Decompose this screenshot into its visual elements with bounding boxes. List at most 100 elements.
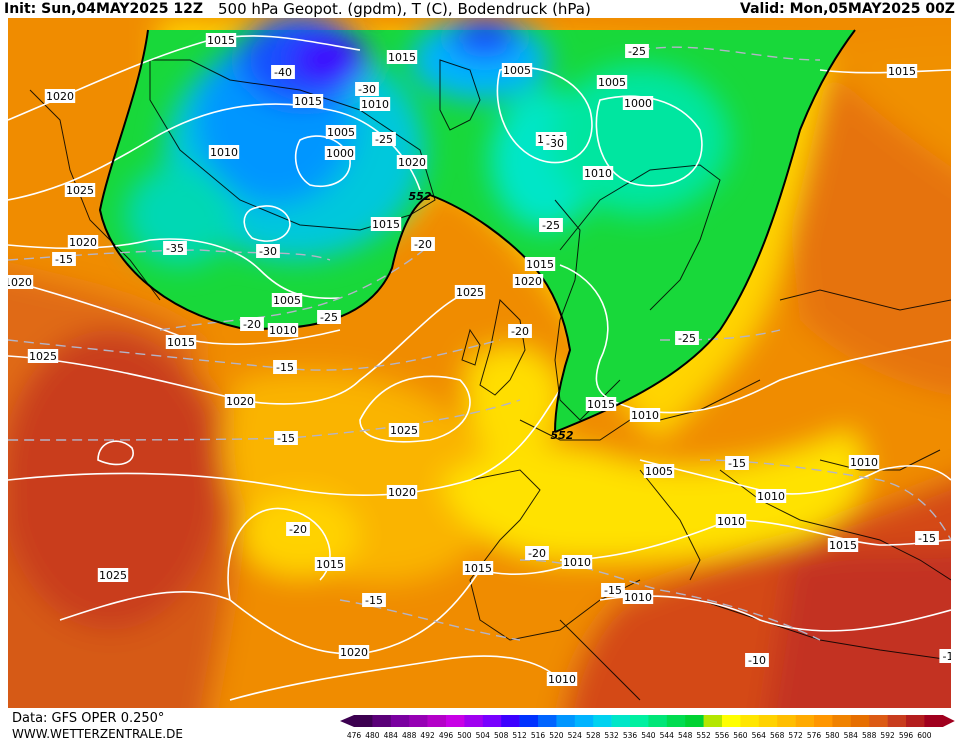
isobar-label-text: 1005 — [327, 126, 355, 139]
isobar-label-text: 1010 — [210, 146, 238, 159]
isotherm-label-text: -15 — [365, 594, 383, 607]
isobar-label-box — [462, 561, 494, 575]
isobar-label-box — [622, 590, 654, 604]
isobar-label-box — [325, 125, 357, 139]
scale-color-cell — [390, 715, 410, 727]
isotherm-label-box — [52, 252, 76, 266]
isobar-label-box — [271, 293, 303, 307]
scale-tick-label: 488 — [402, 731, 417, 739]
isotherm-label-text: -15 — [604, 584, 622, 597]
scale-color-cell — [924, 715, 944, 727]
isobar-label: 1015 — [165, 335, 197, 349]
isobar-label: 1025 — [27, 349, 59, 363]
scale-color-cell — [354, 715, 373, 727]
isotherm-label-text: -15 — [55, 253, 73, 266]
scale-color-cell — [906, 715, 925, 727]
isobar-label-box — [165, 335, 197, 349]
scale-right-arrow — [942, 715, 955, 727]
scale-tick-label: 484 — [384, 731, 399, 739]
isobar-label: 1015 — [386, 50, 418, 64]
isotherm-label-box — [274, 431, 298, 445]
isobar-label-box — [338, 645, 370, 659]
isotherm-label-text: -30 — [358, 83, 376, 96]
isobar-label-box — [64, 183, 96, 197]
scale-tick-label: 508 — [494, 731, 509, 739]
isobar-label-text: 1005 — [598, 76, 626, 89]
isotherm-label-box — [915, 531, 939, 545]
scale-color-cell — [464, 715, 484, 727]
isobar-label-text: 1025 — [456, 286, 484, 299]
isobar-label: 1010 — [582, 166, 614, 180]
isotherm-label-box — [355, 82, 379, 96]
isobar-label: 1005 — [501, 63, 533, 77]
isobar-label-text: 1015 — [526, 258, 554, 271]
isotherm-label-box — [601, 583, 625, 597]
isotherm-label-text: -25 — [375, 133, 393, 146]
scale-color-cell — [887, 715, 907, 727]
scale-tick-label: 480 — [365, 731, 380, 739]
scale-color-cell — [722, 715, 741, 727]
isobar-label-text: 1015 — [388, 51, 416, 64]
isotherm-label: -15 — [273, 360, 297, 374]
geopotential-label: 552 — [551, 429, 574, 442]
isotherm-label-text: -25 — [320, 311, 338, 324]
isobar-label-text: 1010 — [624, 591, 652, 604]
isotherm-label-text: -20 — [289, 523, 307, 536]
isotherm-label-text: -15 — [728, 457, 746, 470]
isobar-label-box — [386, 50, 418, 64]
scale-color-cell — [611, 715, 631, 727]
isobar-label-box — [324, 146, 356, 160]
isotherm-label: -40 — [271, 65, 295, 79]
scale-tick-label: 532 — [604, 731, 619, 739]
isobar-label-text: 1015 — [372, 218, 400, 231]
isotherm-label-box — [675, 331, 699, 345]
isotherm-label-box — [625, 44, 649, 58]
map-labels-layer: 1015 1020 1015 1005 1005 1015 1015 1010 1000 1005… — [8, 33, 951, 686]
isobar-label-text: 1015 — [888, 65, 916, 78]
scale-color-cell — [593, 715, 612, 727]
data-source-label: Data: GFS OPER 0.250° — [12, 711, 165, 726]
scale-tick-label: 596 — [899, 731, 914, 739]
isotherm-label-text: -20 — [414, 238, 432, 251]
isobar-label: 1020 — [396, 155, 428, 169]
isobar-label: 1015 — [886, 64, 918, 78]
isobar-label-text: 1010 — [631, 409, 659, 422]
isobar-label-box — [27, 349, 59, 363]
isotherm-label-text: -25 — [628, 45, 646, 58]
isobar-label-text: 1000 — [624, 97, 652, 110]
isobar-label-text: 1020 — [398, 156, 426, 169]
isotherm-label-text: -30 — [546, 137, 564, 150]
isobar-label-box — [755, 489, 787, 503]
isobar-label: 1025 — [454, 285, 486, 299]
isotherm-label: -15 — [725, 456, 749, 470]
isotherm-label: -30 — [355, 82, 379, 96]
scale-color-cell — [740, 715, 760, 727]
isobar-label: 1005 — [643, 464, 675, 478]
map-footer: Data: GFS OPER 0.250° WWW.WETTERZENTRALE… — [0, 708, 959, 741]
isotherm-label-box — [745, 653, 769, 667]
weather-map: 1015 1020 1015 1005 1005 1015 1015 1010 1000 1005… — [8, 18, 951, 708]
scale-color-cell — [630, 715, 649, 727]
isobar-label: 1020 — [67, 235, 99, 249]
scale-color-cell — [814, 715, 833, 727]
scale-color-cell — [574, 715, 594, 727]
isobar-label-text: 1020 — [340, 646, 368, 659]
isobar-label-text: 1010 — [850, 456, 878, 469]
scale-tick-label: 528 — [586, 731, 601, 739]
isotherm-label: -15 — [362, 593, 386, 607]
isobar-label-box — [67, 235, 99, 249]
isobar-label: 1025 — [97, 568, 129, 582]
isobar-label-box — [388, 423, 420, 437]
isobar-label-box — [582, 166, 614, 180]
isotherm-label: -20 — [286, 522, 310, 536]
scale-color-cell — [427, 715, 447, 727]
isobar-label-box — [512, 274, 544, 288]
isotherm-label-box — [286, 522, 310, 536]
scale-tick-label: 576 — [807, 731, 822, 739]
isobar-label-box — [561, 555, 593, 569]
isobar-label-text: 1010 — [563, 556, 591, 569]
scale-tick-label: 504 — [476, 731, 491, 739]
isotherm-label-box — [539, 218, 563, 232]
isobar-label-box — [205, 33, 237, 47]
isotherm-label-text: -15 — [277, 432, 295, 445]
